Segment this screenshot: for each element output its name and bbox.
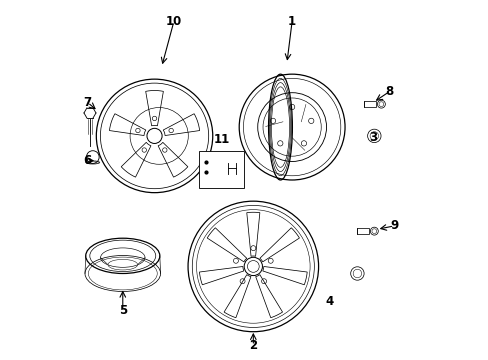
Polygon shape: [255, 275, 282, 318]
Text: 8: 8: [384, 85, 392, 98]
Polygon shape: [199, 266, 244, 285]
Text: 1: 1: [287, 15, 296, 28]
Text: 4: 4: [325, 295, 333, 308]
Bar: [357, 228, 368, 234]
Text: 6: 6: [83, 154, 91, 167]
Text: 2: 2: [249, 339, 257, 352]
Polygon shape: [158, 142, 187, 177]
Bar: [199, 151, 244, 188]
Text: 7: 7: [83, 96, 91, 109]
Polygon shape: [207, 228, 246, 262]
Text: 3: 3: [368, 131, 377, 144]
Polygon shape: [224, 275, 250, 318]
Polygon shape: [246, 212, 259, 256]
Polygon shape: [163, 114, 199, 136]
Bar: [364, 101, 375, 107]
Polygon shape: [145, 90, 163, 126]
Polygon shape: [262, 266, 306, 285]
Text: 11: 11: [213, 133, 229, 146]
Polygon shape: [259, 228, 299, 262]
Text: 5: 5: [119, 304, 127, 317]
Text: 10: 10: [165, 15, 182, 28]
Text: 9: 9: [389, 219, 398, 232]
Polygon shape: [121, 142, 151, 177]
Polygon shape: [109, 114, 145, 136]
